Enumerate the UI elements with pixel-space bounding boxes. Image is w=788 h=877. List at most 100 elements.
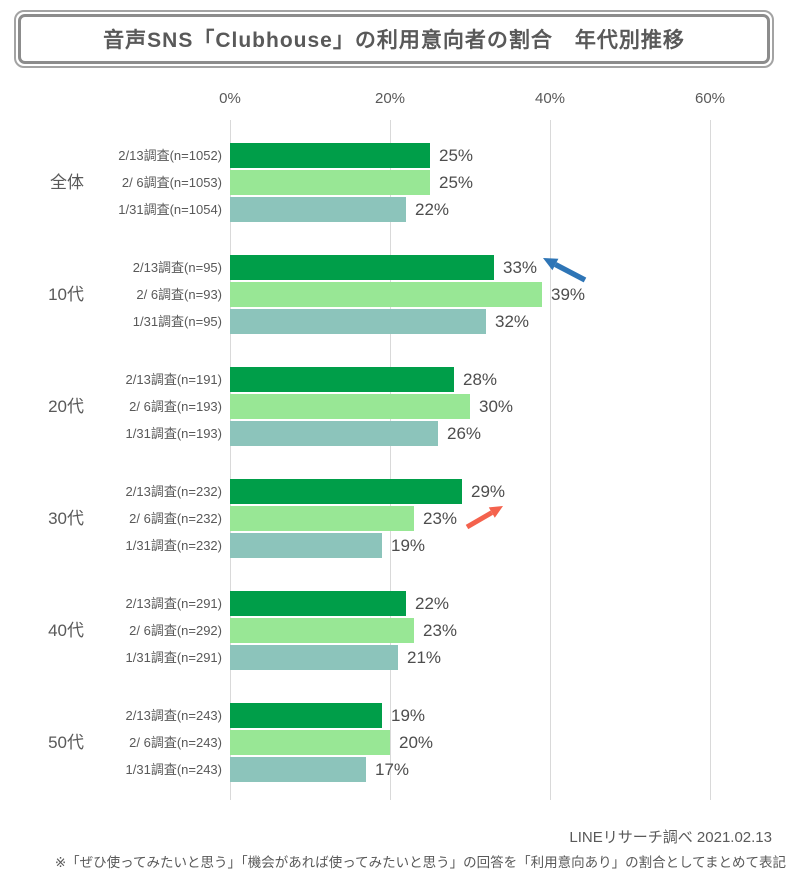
row-label: 1/31調査(n=1054) xyxy=(118,202,222,217)
row-label: 2/ 6調査(n=292) xyxy=(129,623,222,638)
bar xyxy=(230,255,494,280)
value-label: 30% xyxy=(479,396,514,416)
row-label: 1/31調査(n=193) xyxy=(125,426,222,441)
gridline-20 xyxy=(390,120,391,800)
value-label: 29% xyxy=(471,481,506,501)
bar-row: 2/ 6調査(n=232) 23% xyxy=(0,505,788,532)
group-10s: 10代 2/13調査(n=95) 33% 2/ 6調査(n=93) 39% 1/… xyxy=(0,254,788,335)
source-credit: LINEリサーチ調べ 2021.02.13 xyxy=(569,829,772,846)
title-box: 音声SNS「Clubhouse」の利用意向者の割合 年代別推移 xyxy=(14,10,774,68)
bar-row: 2/13調査(n=243) 19% xyxy=(0,702,788,729)
x-axis-tick-40: 40% xyxy=(534,90,566,107)
bar-track: 28% xyxy=(230,366,497,393)
row-label: 2/13調査(n=291) xyxy=(125,596,222,611)
bar-row: 1/31調査(n=291) 21% xyxy=(0,644,788,671)
bar-row: 1/31調査(n=95) 32% xyxy=(0,308,788,335)
bar xyxy=(230,421,438,446)
bar xyxy=(230,309,486,334)
bar-track: 22% xyxy=(230,590,449,617)
bar-track: 25% xyxy=(230,142,473,169)
bar-track: 23% xyxy=(230,505,457,532)
bar-row: 2/13調査(n=95) 33% xyxy=(0,254,788,281)
bar-track: 26% xyxy=(230,420,481,447)
row-label: 2/13調査(n=1052) xyxy=(118,148,222,163)
value-label: 32% xyxy=(495,311,530,331)
value-label: 19% xyxy=(391,705,426,725)
bar xyxy=(230,506,414,531)
bar-row: 1/31調査(n=243) 17% xyxy=(0,756,788,783)
group-zentai: 全体 2/13調査(n=1052) 25% 2/ 6調査(n=1053) 25%… xyxy=(0,142,788,223)
value-label: 23% xyxy=(423,620,458,640)
bar-row: 2/ 6調査(n=243) 20% xyxy=(0,729,788,756)
bar-track: 32% xyxy=(230,308,529,335)
plot-area xyxy=(230,120,742,800)
bar-track: 22% xyxy=(230,196,449,223)
bar xyxy=(230,367,454,392)
bar-row: 1/31調査(n=232) 19% xyxy=(0,532,788,559)
value-label: 25% xyxy=(439,172,474,192)
row-label: 2/ 6調査(n=232) xyxy=(129,511,222,526)
x-axis-tick-60: 60% xyxy=(694,90,726,107)
title-inner-border: 音声SNS「Clubhouse」の利用意向者の割合 年代別推移 xyxy=(18,14,770,64)
bar-row: 2/13調査(n=191) 28% xyxy=(0,366,788,393)
bar xyxy=(230,730,390,755)
group-label: 20代 xyxy=(48,397,84,416)
value-label: 33% xyxy=(503,257,538,277)
row-label: 1/31調査(n=291) xyxy=(125,650,222,665)
x-axis-tick-0: 0% xyxy=(219,90,241,107)
bar-track: 19% xyxy=(230,532,425,559)
value-label: 26% xyxy=(447,423,482,443)
value-label: 23% xyxy=(423,508,458,528)
bar xyxy=(230,645,398,670)
value-label: 25% xyxy=(439,145,474,165)
group-30s: 30代 2/13調査(n=232) 29% 2/ 6調査(n=232) 23% … xyxy=(0,478,788,559)
bar-track: 17% xyxy=(230,756,409,783)
bar xyxy=(230,757,366,782)
bar-row: 2/13調査(n=291) 22% xyxy=(0,590,788,617)
bar-track: 33% xyxy=(230,254,537,281)
bar xyxy=(230,479,462,504)
gridline-40 xyxy=(550,120,551,800)
bar-row: 2/13調査(n=232) 29% xyxy=(0,478,788,505)
row-label: 2/13調査(n=232) xyxy=(125,484,222,499)
bar xyxy=(230,143,430,168)
bar-row: 1/31調査(n=1054) 22% xyxy=(0,196,788,223)
arrow-up-right-icon xyxy=(465,506,503,530)
bar-row: 2/13調査(n=1052) 25% xyxy=(0,142,788,169)
arrow-up-left-icon xyxy=(543,258,587,283)
value-label: 28% xyxy=(463,369,498,389)
bar xyxy=(230,197,406,222)
bar-track: 19% xyxy=(230,702,425,729)
bar-track: 29% xyxy=(230,478,505,505)
group-label: 30代 xyxy=(48,509,84,528)
bar-row: 2/ 6調査(n=1053) 25% xyxy=(0,169,788,196)
gridline-60 xyxy=(710,120,711,800)
bar xyxy=(230,618,414,643)
value-label: 21% xyxy=(407,647,442,667)
bar-row: 2/ 6調査(n=93) 39% xyxy=(0,281,788,308)
bar xyxy=(230,394,470,419)
value-label: 39% xyxy=(551,284,586,304)
group-label: 10代 xyxy=(48,285,84,304)
bar-track: 23% xyxy=(230,617,457,644)
row-label: 2/13調査(n=243) xyxy=(125,708,222,723)
value-label: 22% xyxy=(415,199,450,219)
row-label: 1/31調査(n=243) xyxy=(125,762,222,777)
group-50s: 50代 2/13調査(n=243) 19% 2/ 6調査(n=243) 20% … xyxy=(0,702,788,783)
bar-track: 30% xyxy=(230,393,513,420)
row-label: 2/ 6調査(n=243) xyxy=(129,735,222,750)
value-label: 17% xyxy=(375,759,410,779)
bar xyxy=(230,591,406,616)
bar xyxy=(230,170,430,195)
bar-track: 25% xyxy=(230,169,473,196)
group-label: 50代 xyxy=(48,733,84,752)
row-label: 2/ 6調査(n=1053) xyxy=(121,175,222,190)
bar-track: 20% xyxy=(230,729,433,756)
bar-track: 21% xyxy=(230,644,441,671)
row-label: 2/ 6調査(n=193) xyxy=(129,399,222,414)
group-label: 全体 xyxy=(50,173,84,192)
x-axis-tick-20: 20% xyxy=(374,90,406,107)
footnote: ※「ぜひ使ってみたいと思う」「機会があれば使ってみたいと思う」の回答を「利用意向… xyxy=(54,855,786,870)
group-label: 40代 xyxy=(48,621,84,640)
